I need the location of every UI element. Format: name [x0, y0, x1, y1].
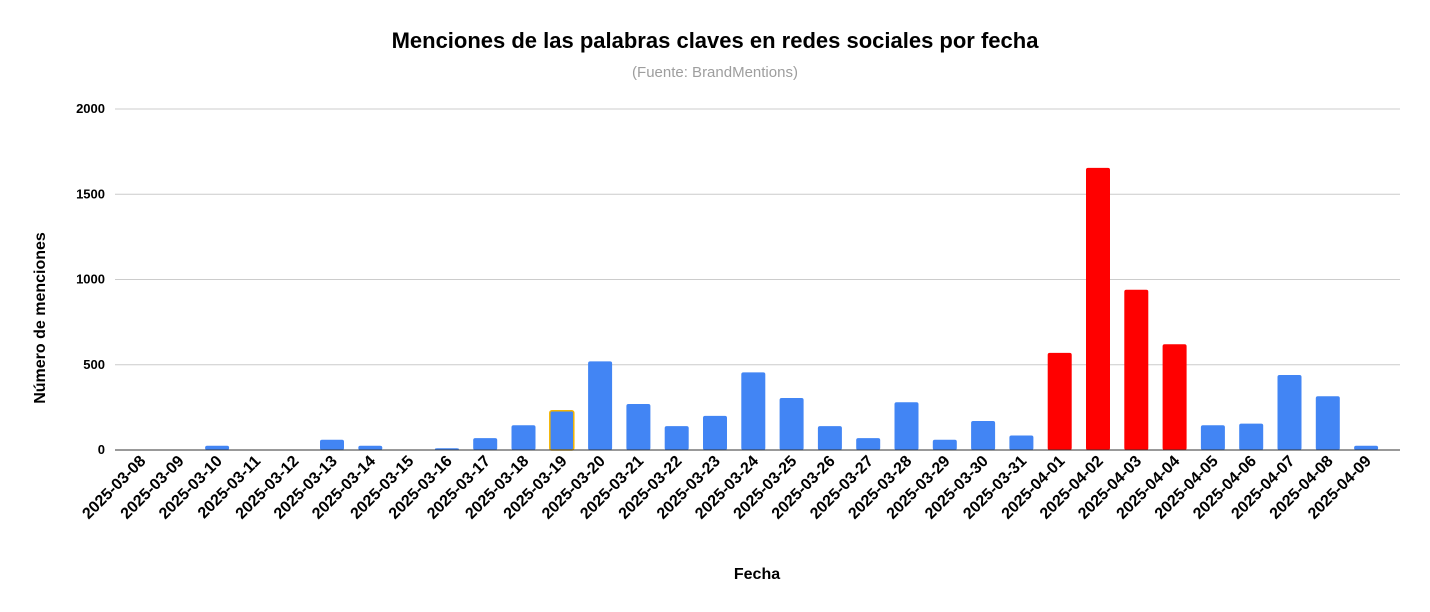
- y-tick-label: 2000: [76, 101, 105, 116]
- bar-2025-03-31[interactable]: [1009, 435, 1034, 450]
- bar-2025-03-23[interactable]: [703, 415, 727, 450]
- bar-2025-04-02[interactable]: [1086, 167, 1110, 450]
- bar-2025-03-20[interactable]: [588, 361, 613, 450]
- x-axis-ticks: 2025-03-082025-03-092025-03-102025-03-11…: [79, 453, 1375, 523]
- bar-2025-04-04[interactable]: [1162, 344, 1187, 450]
- bar-2025-03-22[interactable]: [664, 426, 689, 450]
- y-tick-label: 1500: [76, 186, 105, 201]
- bar-2025-03-14[interactable]: [358, 445, 383, 450]
- bar-2025-04-05[interactable]: [1200, 425, 1225, 450]
- bar-2025-03-28[interactable]: [894, 402, 919, 450]
- bars: [128, 167, 1379, 451]
- bar-2025-03-27[interactable]: [856, 438, 881, 450]
- y-tick-label: 0: [98, 442, 105, 457]
- bar-2025-03-25[interactable]: [779, 397, 804, 450]
- bar-2025-04-01[interactable]: [1047, 352, 1072, 450]
- bar-2025-03-26[interactable]: [817, 426, 842, 450]
- x-axis-title: Fecha: [734, 566, 780, 583]
- bar-2025-03-19[interactable]: [549, 410, 575, 451]
- bar-2025-04-06[interactable]: [1239, 423, 1264, 450]
- bar-2025-03-29[interactable]: [932, 439, 957, 450]
- bar-2025-03-17[interactable]: [473, 438, 498, 450]
- chart-title: Menciones de las palabras claves en rede…: [391, 28, 1039, 53]
- gridlines: [115, 108, 1400, 366]
- y-tick-label: 500: [83, 357, 105, 372]
- bar-2025-04-08[interactable]: [1315, 396, 1340, 450]
- bar-2025-04-09[interactable]: [1354, 445, 1379, 450]
- chart-subtitle: (Fuente: BrandMentions): [632, 64, 798, 81]
- bar-2025-03-10[interactable]: [205, 445, 230, 450]
- bar-2025-03-24[interactable]: [741, 372, 766, 450]
- y-tick-label: 1000: [76, 272, 105, 287]
- bar-2025-03-21[interactable]: [626, 403, 651, 450]
- y-axis-title: Número de menciones: [32, 232, 49, 404]
- bar-2025-03-18[interactable]: [511, 425, 536, 450]
- y-axis-ticks: 0 500 1000 1500 2000: [76, 101, 105, 457]
- bar-2025-03-30[interactable]: [971, 421, 996, 450]
- bar-2025-03-13[interactable]: [320, 439, 344, 450]
- bar-2025-04-07[interactable]: [1277, 374, 1302, 450]
- bar-2025-04-03[interactable]: [1124, 289, 1149, 450]
